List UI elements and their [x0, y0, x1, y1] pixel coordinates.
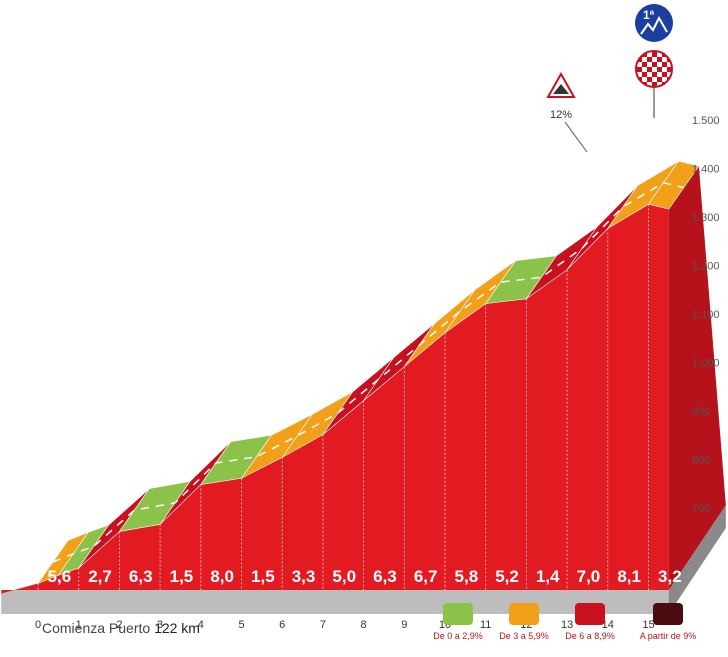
x-tick-label: 2 — [116, 619, 122, 631]
legend-swatch — [509, 603, 539, 625]
annotation-label: 12% — [550, 109, 572, 121]
category-badge: 1ª — [635, 4, 673, 42]
profile-side — [668, 166, 726, 590]
footer-km: 122 km — [154, 620, 200, 636]
x-tick-label: 15 — [642, 619, 654, 631]
legend-swatch — [653, 603, 683, 625]
legend-item-red: De 6 a 8,9% — [550, 603, 630, 641]
mountain-icon — [640, 15, 668, 35]
km-gradient-label: 5,2 — [495, 567, 519, 586]
steep-sign-mountain — [553, 84, 569, 94]
x-tick-label: 7 — [320, 619, 326, 631]
x-tick-label: 3 — [157, 619, 163, 631]
legend-item-orange: De 3 a 5,9% — [484, 603, 564, 641]
x-tick-label: 11 — [480, 619, 491, 631]
x-tick-label: 6 — [279, 619, 285, 631]
finish-flag-icon — [635, 50, 673, 88]
legend-label: A partir de 9% — [639, 631, 697, 641]
x-tick-label: 1 — [76, 619, 82, 631]
y-tick-label: 1.300 — [692, 212, 720, 224]
km-gradient-label: 3,3 — [292, 567, 316, 586]
base-right — [668, 505, 726, 614]
x-tick-label: 0 — [35, 619, 41, 631]
profile-front — [1, 204, 669, 594]
legend-item-green: De 0 a 2,9% — [418, 603, 498, 641]
km-gradient-label: 8,0 — [210, 567, 234, 586]
y-tick-label: 900 — [692, 406, 710, 418]
x-tick-label: 5 — [238, 619, 244, 631]
x-tick-label: 4 — [198, 619, 204, 631]
legend-label: De 0 a 2,9% — [433, 631, 483, 641]
km-gradient-label: 6,3 — [129, 567, 153, 586]
km-gradient-label: 5,0 — [332, 567, 356, 586]
y-tick-label: 1.000 — [692, 358, 720, 370]
km-gradient-label: 5,8 — [455, 567, 479, 586]
km-gradient-label: 1,5 — [170, 567, 194, 586]
km-gradient-label: 2,7 — [88, 567, 112, 586]
legend-swatch — [575, 603, 605, 625]
km-gradient-label: 1,4 — [536, 567, 560, 586]
km-gradient-label: 5,6 — [48, 567, 72, 586]
legend-item-darkred: A partir de 9% — [628, 603, 708, 641]
km-gradient-label: 8,1 — [617, 567, 641, 586]
y-tick-label: 1.200 — [692, 261, 720, 273]
legend-swatch — [443, 603, 473, 625]
km-gradient-label: 1,5 — [251, 567, 275, 586]
y-tick-label: 800 — [692, 455, 710, 467]
x-tick-label: 8 — [361, 619, 367, 631]
category-label: 1ª — [643, 8, 655, 22]
footer-start: Comienza Puerto 122 km — [42, 620, 200, 636]
y-tick-label: 700 — [692, 503, 710, 515]
x-tick-label: 9 — [401, 619, 407, 631]
base-front — [1, 590, 669, 614]
km-gradient-label: 3,2 — [658, 567, 682, 586]
legend-label: De 3 a 5,9% — [499, 631, 549, 641]
km-gradient-label: 7,0 — [577, 567, 601, 586]
y-tick-label: 1.500 — [692, 115, 720, 127]
legend-label: De 6 a 8,9% — [565, 631, 615, 641]
annotation-leader — [564, 121, 588, 153]
footer-text: Comienza Puerto — [42, 620, 151, 636]
km-gradient-label: 6,7 — [414, 567, 438, 586]
x-tick-label: 13 — [561, 619, 573, 631]
km-gradient-label: 6,3 — [373, 567, 397, 586]
profile-top-segment — [648, 160, 700, 210]
y-tick-label: 1.100 — [692, 309, 720, 321]
y-tick-label: 1.400 — [692, 164, 720, 176]
